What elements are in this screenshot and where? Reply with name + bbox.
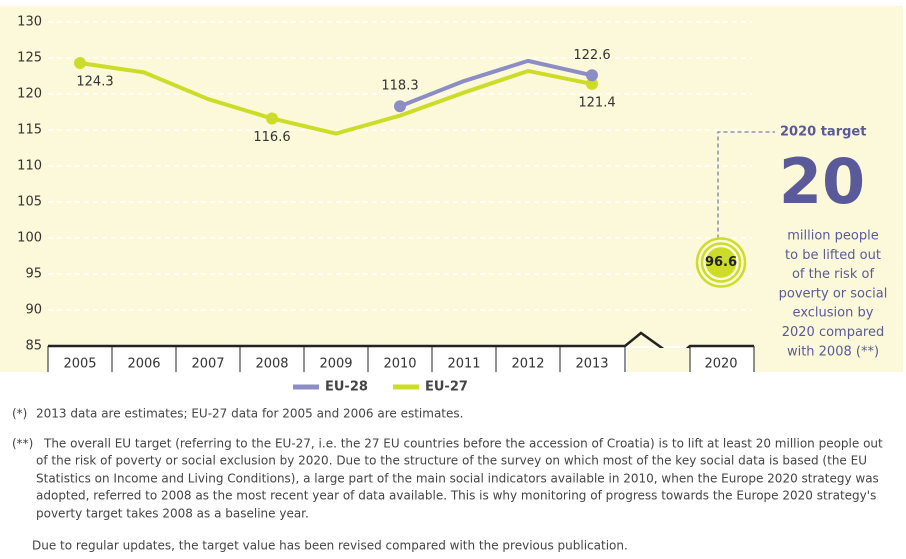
x-tick-label: 2011 [447,357,480,372]
target-point [707,248,735,277]
annotation-line: exclusion by [793,306,874,321]
footnote-marker: (**) [12,437,33,451]
y-tick-label: 95 [25,267,42,282]
y-tick-label: 125 [17,51,42,66]
y-tick-label: 85 [25,339,42,354]
x-tick-label: 2013 [575,357,608,372]
x-tick-label: 2009 [319,357,352,372]
data-label: 124.3 [76,75,113,90]
footnote-line: of the risk of poverty or social exclusi… [36,454,867,468]
footnote-line: The overall EU target (referring to the … [43,437,883,451]
x-axis-line [48,331,754,360]
y-tick-label: 105 [17,195,42,210]
y-tick-label: 110 [17,159,42,174]
footnote-line: 2013 data are estimates; EU-27 data for … [36,407,463,421]
series-line [79,61,593,136]
data-label: 122.6 [573,48,610,63]
footnote-marker: (*) [12,407,27,421]
y-tick-label: 100 [17,231,42,246]
point [394,100,406,113]
target-label: 96.6 [705,255,737,270]
x-tick-label: 2010 [383,357,416,372]
annotation-line: poverty or social [779,286,888,301]
point [74,57,86,70]
annotation-heading: 2020 target [780,125,866,140]
point [266,112,278,125]
annotation-line: 2020 compared [782,325,885,340]
point [586,77,598,90]
footnote-line: adopted, referred to 2008 as the most re… [36,489,876,503]
legend-label: EU-28 [325,380,368,395]
plot-background [0,6,903,372]
annotation-line: million people [787,229,879,244]
footnote-line: Due to regular updates, the target value… [32,539,628,553]
x-tick-label: 2012 [511,357,544,372]
x-tick-label: 2008 [255,357,288,372]
data-label: 116.6 [253,130,290,145]
data-label: 118.3 [381,79,418,94]
data-label: 121.4 [578,95,615,110]
y-tick-label: 130 [17,15,42,30]
legend-label: EU-27 [425,380,468,395]
y-tick-label: 120 [17,87,42,102]
footnote-line: poverty target takes 2008 as a baseline … [36,507,309,521]
x-tick-label: 2006 [127,357,160,372]
y-tick-label: 115 [17,123,42,138]
annotation-line: of the risk of [792,267,874,282]
target-ring [700,242,742,283]
annotation-line: with 2008 (**) [787,344,879,359]
x-tick-label: 2005 [63,357,96,372]
point [586,69,598,82]
footnote-line: Statistics on Income and Living Conditio… [36,472,879,486]
x-tick-label: 2020 [704,357,737,372]
annotation-line: to be lifted out [785,248,881,263]
annotation-big: 20 [779,145,865,218]
axis-break-cover [627,348,689,372]
x-tick-label: 2007 [191,357,224,372]
target-ring [695,237,747,288]
series-line [399,58,593,109]
connector [717,131,775,239]
y-tick-label: 90 [25,303,42,318]
